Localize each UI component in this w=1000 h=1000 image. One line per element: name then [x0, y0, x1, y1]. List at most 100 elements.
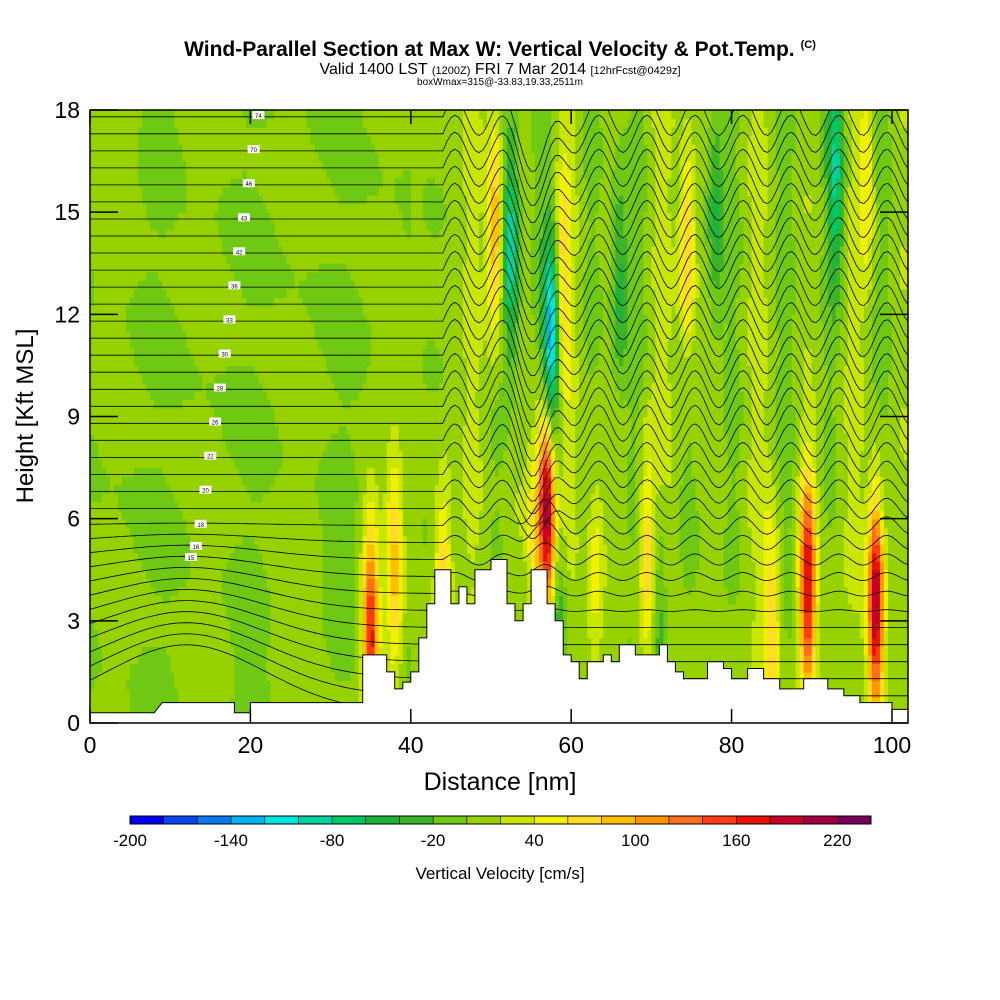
field-cell	[262, 220, 268, 230]
field-cell	[166, 620, 171, 630]
field-cell	[294, 263, 300, 273]
field-cell	[334, 237, 340, 247]
field-cell	[202, 110, 207, 120]
field-cell	[202, 697, 207, 707]
field-cell	[246, 246, 251, 256]
field-cell	[290, 356, 296, 367]
field-cell	[246, 484, 251, 494]
field-cell	[326, 356, 332, 367]
field-cell	[138, 552, 143, 562]
field-cell	[338, 373, 344, 384]
field-cell	[326, 110, 332, 120]
field-cell	[178, 365, 183, 375]
field-cell	[326, 697, 332, 707]
field-cell	[198, 561, 203, 571]
field-cell	[146, 229, 151, 239]
field-cell	[146, 322, 151, 332]
field-cell	[174, 144, 179, 154]
field-cell	[202, 365, 207, 375]
field-cell	[242, 552, 247, 562]
field-cell	[182, 416, 187, 426]
field-cell	[342, 314, 348, 324]
field-cell	[262, 322, 268, 332]
field-cell	[210, 161, 215, 171]
field-cell	[230, 612, 235, 622]
field-cell	[102, 569, 107, 579]
field-cell	[262, 229, 268, 239]
field-cell	[358, 263, 364, 273]
field-cell	[98, 288, 103, 298]
field-cell	[310, 663, 316, 673]
field-cell	[146, 663, 151, 673]
field-cell	[318, 407, 324, 418]
field-cell	[242, 203, 247, 213]
field-cell	[246, 135, 251, 145]
field-cell	[122, 459, 127, 469]
field-cell	[246, 501, 251, 511]
field-cell	[346, 654, 352, 664]
field-cell	[350, 237, 356, 247]
field-cell	[158, 467, 163, 477]
field-cell	[154, 322, 159, 332]
field-cell	[126, 382, 131, 392]
field-cell	[330, 305, 336, 315]
field-cell	[98, 637, 103, 647]
field-cell	[314, 603, 320, 613]
field-cell	[110, 476, 115, 486]
field-cell	[334, 603, 340, 613]
field-cell	[330, 620, 336, 630]
field-cell	[190, 280, 195, 290]
field-cell	[138, 697, 143, 707]
field-cell	[346, 425, 352, 435]
field-cell	[138, 314, 143, 324]
field-cell	[154, 390, 159, 401]
field-cell	[110, 433, 115, 443]
field-cell	[322, 518, 328, 528]
field-cell	[242, 220, 247, 230]
field-cell	[226, 586, 231, 596]
field-cell	[106, 467, 111, 477]
field-cell	[226, 339, 231, 349]
field-cell	[190, 527, 195, 537]
field-cell	[342, 127, 348, 137]
field-cell	[326, 144, 332, 154]
field-cell	[226, 629, 231, 639]
field-cell	[282, 220, 288, 230]
field-cell	[218, 629, 223, 639]
field-cell	[210, 127, 215, 137]
field-cell	[98, 297, 103, 307]
field-cell	[122, 561, 127, 571]
field-cell	[322, 356, 328, 367]
field-cell	[206, 544, 211, 554]
field-cell	[246, 459, 251, 469]
field-cell	[306, 671, 312, 682]
field-cell	[118, 212, 123, 222]
field-cell	[282, 339, 288, 349]
field-cell	[246, 646, 251, 656]
field-cell	[358, 118, 364, 128]
field-cell	[202, 390, 207, 401]
field-cell	[298, 578, 304, 588]
field-cell	[166, 348, 171, 358]
field-cell	[266, 254, 272, 264]
field-cell	[354, 425, 360, 435]
field-cell	[106, 169, 111, 179]
field-cell	[226, 203, 231, 213]
field-cell	[206, 178, 211, 188]
field-cell	[158, 390, 163, 401]
field-cell	[310, 144, 316, 154]
field-cell	[290, 603, 296, 613]
field-cell	[318, 603, 324, 613]
field-cell	[270, 578, 276, 588]
field-cell	[310, 654, 316, 664]
field-cell	[210, 237, 215, 247]
field-cell	[142, 510, 147, 520]
field-cell	[214, 399, 219, 409]
field-cell	[150, 586, 155, 596]
field-cell	[150, 390, 155, 401]
field-cell	[198, 603, 203, 613]
field-cell	[214, 620, 219, 630]
field-cell	[170, 450, 175, 460]
field-cell	[254, 416, 260, 426]
field-cell	[110, 382, 115, 392]
